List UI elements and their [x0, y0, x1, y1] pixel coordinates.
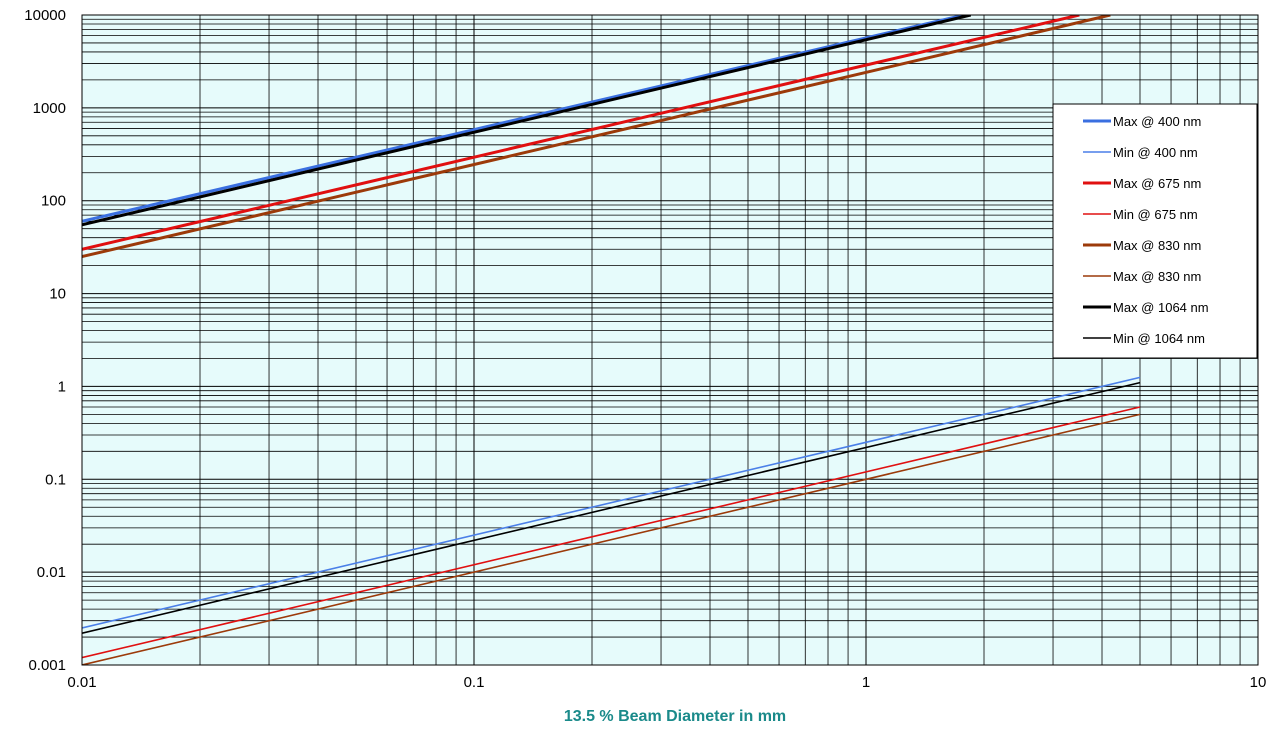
y-tick-label: 100 [41, 193, 66, 210]
legend-label: Max @ 1064 nm [1113, 300, 1209, 315]
legend: Max @ 400 nm Min @ 400 nm Max @ 675 nm Min … [1052, 103, 1258, 359]
legend-label: Max @ 400 nm [1113, 114, 1201, 129]
x-axis-label: 13.5 % Beam Diameter in mm [564, 708, 786, 725]
x-tick-label: 1 [862, 674, 870, 691]
series-line-8 [82, 381, 1141, 634]
legend-label: Max @ 830 nm [1113, 269, 1201, 284]
legend-label: Max @ 830 nm [1113, 238, 1201, 253]
series-line-2 [82, 376, 1141, 629]
series-line-5 [82, 15, 1111, 259]
y-tick-label: 10 [49, 286, 66, 303]
y-tick-label: 0.01 [37, 564, 66, 581]
y-tick-label: 0.001 [28, 657, 66, 674]
legend-label: Min @ 675 nm [1113, 207, 1198, 222]
series-line-4 [82, 406, 1141, 659]
series-layer [82, 15, 1141, 665]
series-line-1 [82, 15, 965, 223]
x-tick-label: 0.1 [464, 674, 485, 691]
series-line-3 [82, 15, 1080, 251]
y-tick-label: 1 [58, 378, 66, 395]
legend-label: Max @ 675 nm [1113, 176, 1201, 191]
x-tick-label: 10 [1250, 674, 1267, 691]
y-tick-label: 1000 [33, 100, 66, 117]
series-line-6 [82, 413, 1141, 665]
x-axis-tick-labels: 0.01 0.1 1 10 [67, 674, 1266, 691]
x-tick-label: 0.01 [67, 674, 96, 691]
plot-frame [81, 14, 1259, 666]
legend-label: Min @ 400 nm [1113, 145, 1198, 160]
series-line-7 [82, 15, 972, 227]
y-tick-label: 0.1 [45, 471, 66, 488]
legend-label: Min @ 1064 nm [1113, 331, 1205, 346]
y-tick-label: 10000 [24, 7, 66, 24]
y-axis-tick-labels: 10000 1000 100 10 1 0.1 0.01 0.001 [24, 7, 66, 674]
legend-box [1052, 103, 1258, 359]
